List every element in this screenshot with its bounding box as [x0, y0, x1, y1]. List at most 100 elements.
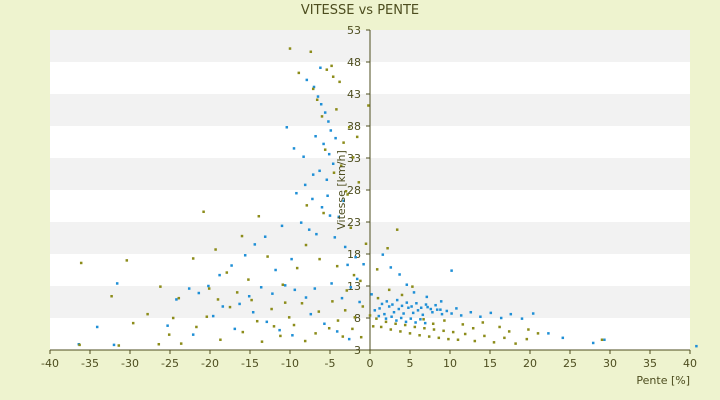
data-point-series-1	[285, 126, 289, 129]
data-point-series-2	[179, 342, 183, 345]
data-point-series-1	[402, 312, 405, 315]
data-point-series-1	[290, 257, 293, 261]
y-tick-label: 18	[347, 248, 361, 261]
data-point-series-1	[333, 236, 337, 239]
data-point-series-1	[421, 313, 425, 317]
data-point-series-1	[302, 155, 305, 158]
data-point-series-2	[250, 298, 253, 302]
data-point-series-2	[257, 214, 261, 218]
x-tick-label: 20	[523, 357, 537, 370]
data-point-series-1	[405, 301, 409, 304]
y-tick-label: 13	[347, 280, 361, 293]
data-point-series-1	[370, 293, 373, 296]
data-point-series-1	[233, 327, 237, 331]
data-point-series-1	[342, 199, 345, 203]
data-point-series-1	[325, 178, 329, 182]
data-point-series-2	[368, 314, 372, 317]
x-tick-label: -15	[241, 357, 259, 370]
y-tick-label: 28	[347, 184, 361, 197]
data-point-series-1	[423, 321, 427, 325]
y-tick-label: 3	[354, 344, 361, 357]
data-point-series-2	[305, 204, 309, 207]
data-point-series-2	[287, 316, 291, 319]
data-point-series-2	[431, 322, 435, 326]
data-point-series-1	[334, 136, 337, 140]
data-point-series-2	[442, 329, 445, 333]
data-point-series-1	[431, 310, 434, 314]
y-tick-label: 48	[347, 56, 361, 69]
y-tick-label: 23	[347, 216, 361, 229]
data-point-series-2	[177, 296, 181, 300]
data-point-series-2	[300, 302, 304, 305]
data-point-series-1	[271, 292, 274, 295]
data-point-series-2	[361, 305, 365, 308]
data-point-series-2	[371, 325, 375, 328]
data-point-series-2	[117, 344, 121, 347]
x-tick-label: 5	[407, 357, 414, 370]
data-point-series-2	[295, 266, 299, 270]
data-point-series-2	[471, 326, 475, 330]
data-point-series-1	[230, 264, 233, 267]
data-point-series-1	[112, 343, 116, 347]
data-point-series-1	[299, 221, 303, 224]
data-point-series-1	[191, 333, 195, 336]
data-point-series-2	[216, 298, 220, 301]
data-point-series-1	[330, 282, 333, 285]
data-point-series-1	[435, 308, 439, 311]
data-point-series-1	[323, 111, 327, 114]
data-point-series-1	[307, 228, 311, 231]
data-point-series-1	[319, 102, 323, 106]
data-point-series-2	[159, 285, 162, 288]
data-point-series-1	[489, 311, 493, 315]
data-point-series-1	[404, 320, 408, 324]
data-point-series-2	[247, 278, 250, 281]
data-point-series-2	[270, 307, 273, 311]
data-point-series-1	[547, 332, 550, 335]
data-point-series-2	[437, 336, 441, 340]
data-point-series-2	[157, 342, 161, 346]
data-point-series-2	[443, 319, 446, 322]
data-point-series-2	[447, 337, 450, 341]
data-point-series-1	[695, 344, 698, 348]
data-point-series-2	[399, 330, 402, 333]
data-point-series-2	[344, 190, 348, 193]
data-point-series-2	[318, 257, 321, 261]
data-point-series-1	[392, 310, 396, 314]
data-point-series-1	[187, 287, 191, 290]
data-point-series-1	[377, 314, 381, 318]
data-point-series-1	[221, 305, 225, 308]
data-point-series-2	[191, 257, 195, 260]
data-point-series-2	[240, 234, 244, 238]
data-point-series-1	[327, 120, 330, 123]
data-point-series-1	[312, 85, 316, 89]
data-point-series-1	[259, 286, 263, 289]
data-point-series-1	[278, 328, 281, 332]
data-point-series-1	[319, 66, 322, 70]
data-point-series-2	[413, 325, 417, 329]
data-point-series-1	[295, 191, 298, 195]
data-point-series-1	[414, 321, 417, 324]
x-tick-label: -20	[201, 357, 219, 370]
data-point-series-1	[207, 284, 210, 288]
data-point-series-2	[315, 98, 319, 102]
data-point-series-2	[327, 326, 331, 330]
data-point-series-2	[432, 328, 436, 331]
data-point-series-2	[364, 242, 368, 246]
data-point-series-2	[317, 310, 321, 313]
data-point-series-2	[503, 336, 506, 340]
data-point-series-2	[78, 343, 81, 347]
data-point-series-2	[205, 315, 209, 318]
data-point-series-1	[391, 303, 394, 306]
data-point-series-2	[375, 268, 379, 271]
x-tick-label: -25	[161, 357, 179, 370]
data-point-series-1	[398, 273, 401, 276]
data-point-series-2	[345, 289, 349, 292]
data-point-series-1	[274, 268, 277, 272]
data-point-series-2	[325, 68, 329, 71]
data-point-series-1	[429, 307, 433, 311]
data-point-series-1	[426, 305, 429, 309]
data-point-series-2	[408, 332, 412, 335]
y-tick-label: 43	[347, 88, 361, 101]
data-point-series-1	[355, 277, 359, 281]
data-point-series-2	[322, 211, 325, 215]
